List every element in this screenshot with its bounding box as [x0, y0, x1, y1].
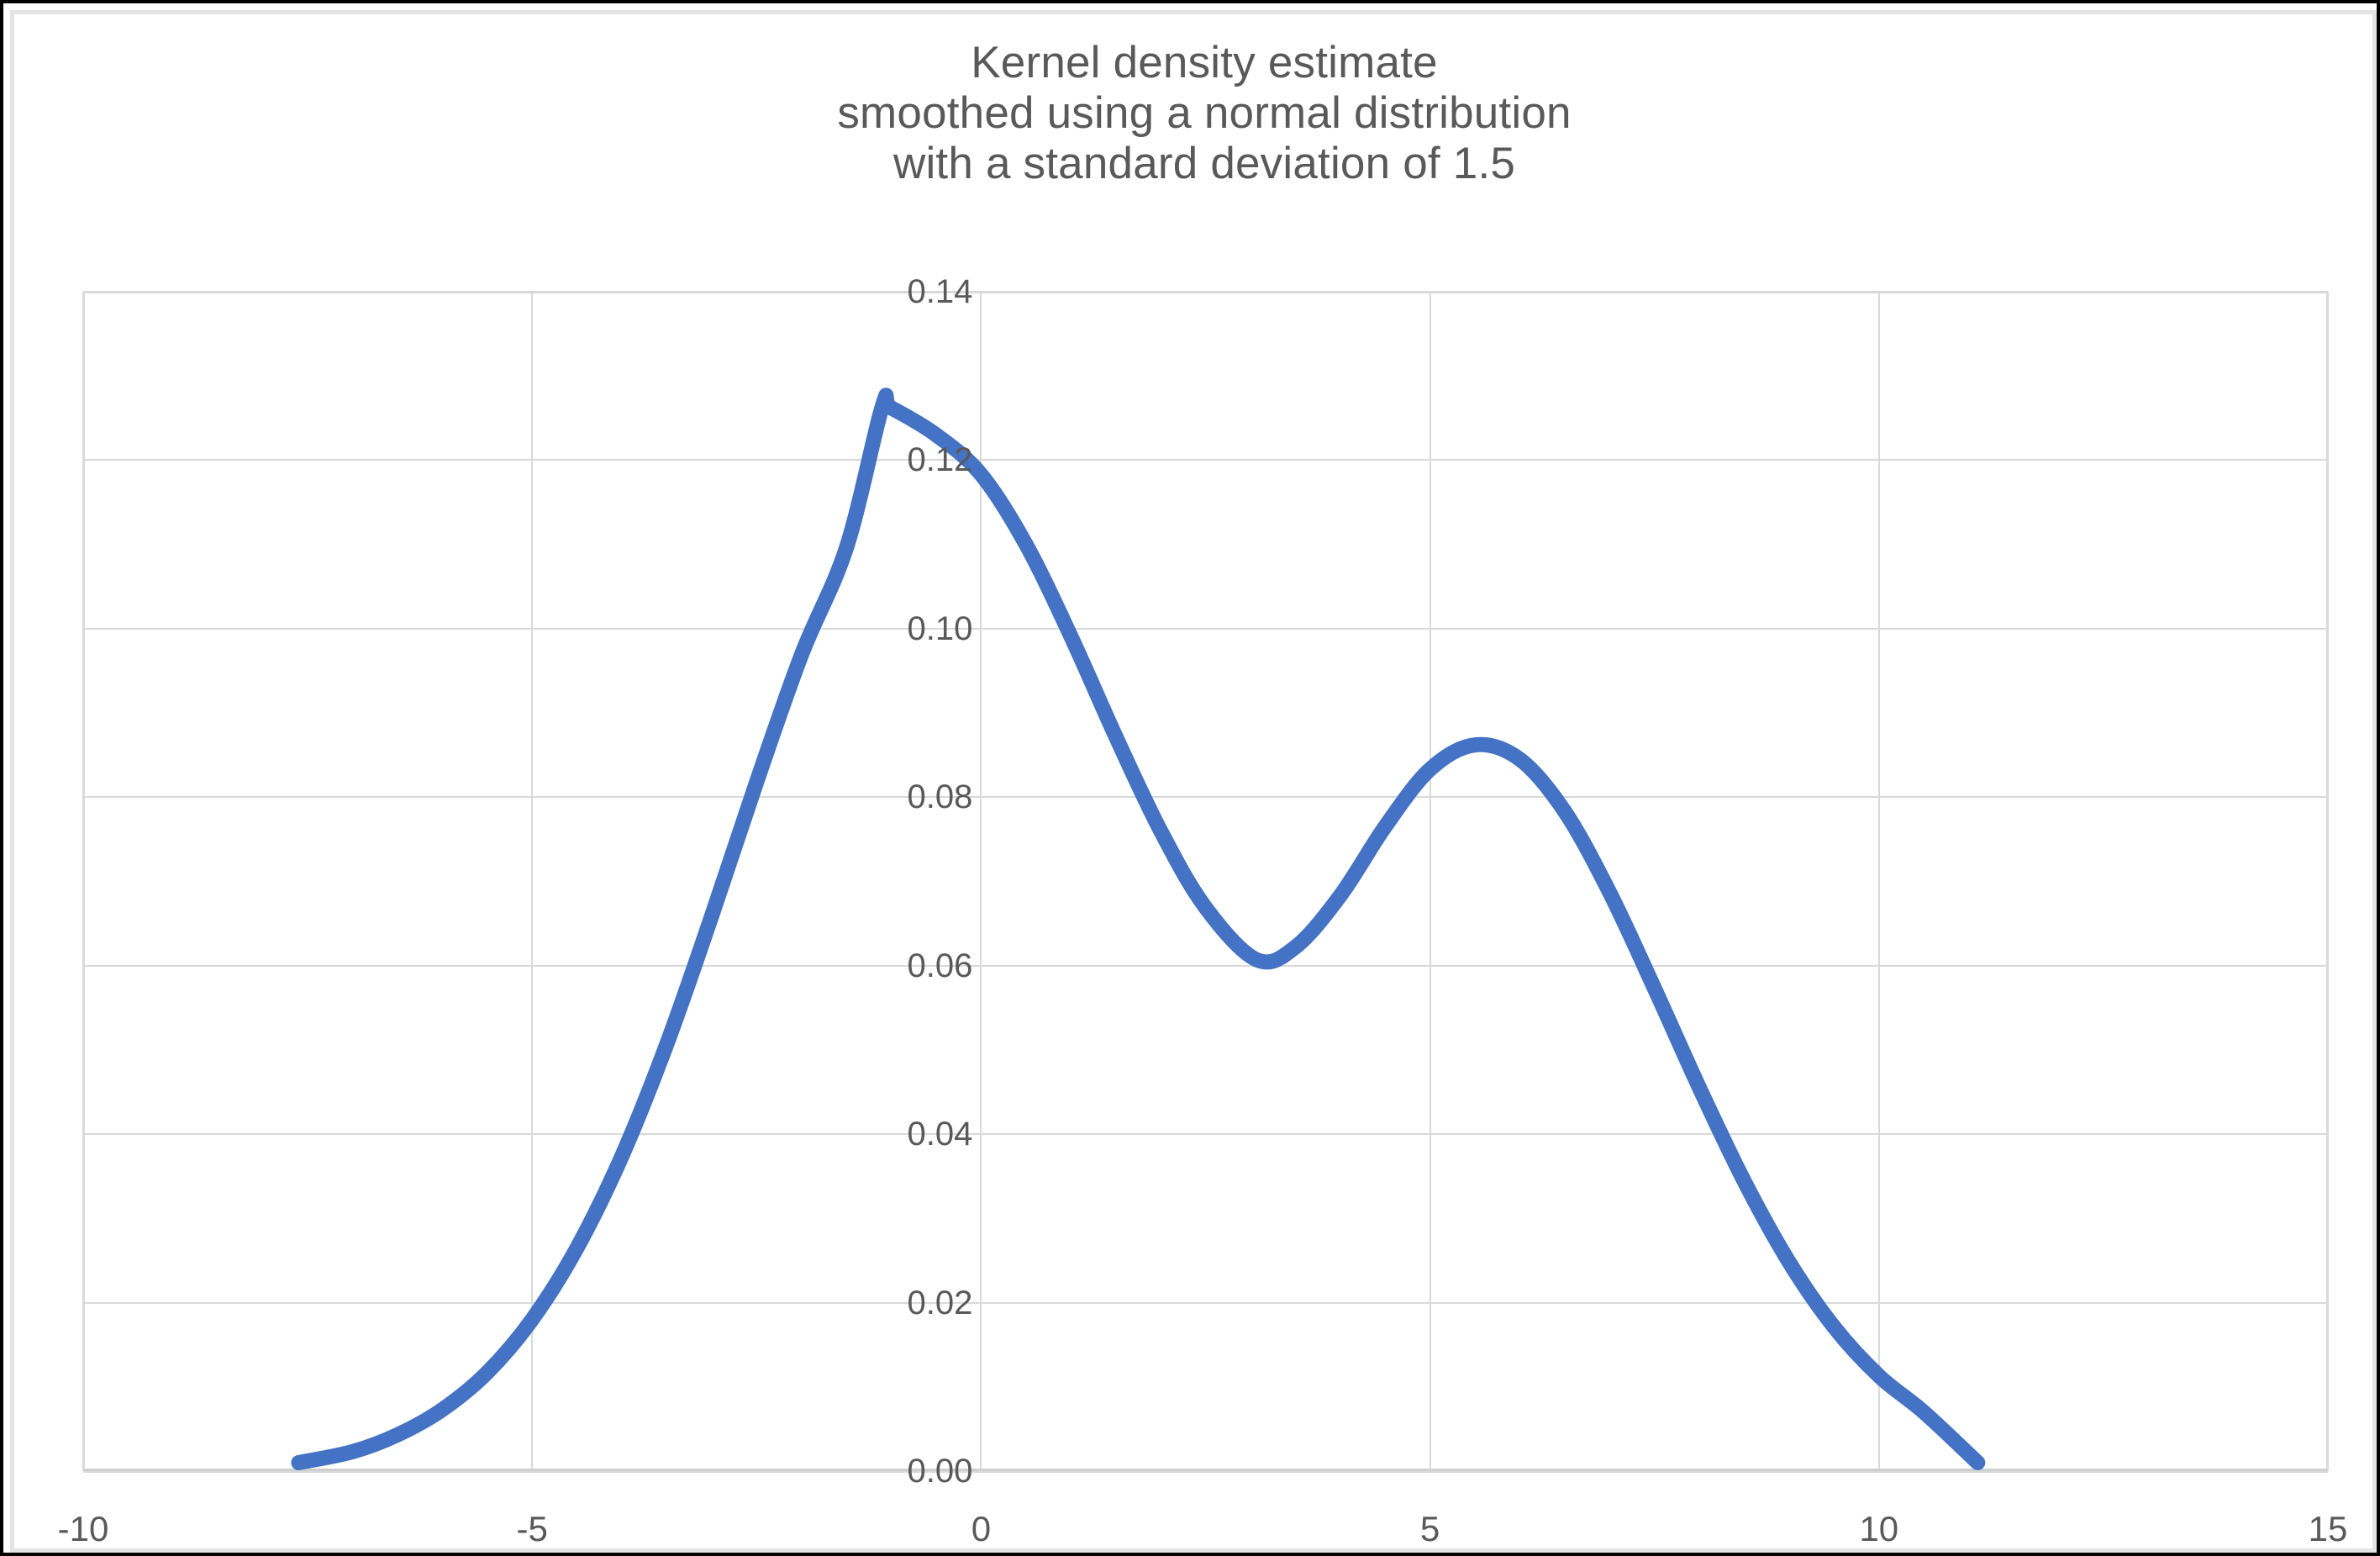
gridline-y-0.02	[83, 1301, 2328, 1304]
y-tick-label-0.02: 0.02	[907, 1284, 973, 1321]
y-tick-label-0.06: 0.06	[907, 947, 973, 984]
gridline-y-0.08	[83, 796, 2328, 799]
gridline-x-15	[2327, 292, 2329, 1471]
kde-curve-path	[291, 388, 1986, 1470]
gridline-x-10	[1877, 292, 1880, 1471]
y-tick-label-0.12: 0.12	[907, 441, 973, 479]
y-tick-label-0.04: 0.04	[907, 1116, 973, 1153]
x-tick-label--10: -10	[57, 1509, 109, 1548]
x-tick-label-10: 10	[1859, 1509, 1899, 1548]
chart-title-line-1: Kernel density estimate	[971, 38, 1438, 87]
x-tick-label-0: 0	[971, 1509, 992, 1548]
y-tick-label-0.14: 0.14	[907, 273, 973, 310]
y-tick-label-0.00: 0.00	[907, 1453, 973, 1490]
plot-area	[82, 291, 2329, 1473]
x-tick-label--5: -5	[516, 1509, 548, 1548]
chart-title-line-2: smoothed using a normal distribution	[837, 87, 1572, 138]
x-tick-label-15: 15	[2308, 1509, 2348, 1548]
gridline-y-0.00	[83, 1470, 2328, 1473]
chart-title-line-3: with a standard deviation of 1.5	[893, 138, 1516, 188]
gridline-x--5	[531, 292, 534, 1471]
gridline-y-0.10	[83, 627, 2328, 630]
gridline-x-0	[980, 292, 982, 1471]
y-tick-label-0.08: 0.08	[907, 778, 973, 816]
gridline-x-5	[1429, 292, 1431, 1471]
gridline-y-0.04	[83, 1133, 2328, 1136]
gridline-y-0.06	[83, 964, 2328, 967]
chart-inner-border: Kernel density estimate smoothed using a…	[10, 10, 2377, 1553]
x-tick-label-5: 5	[1419, 1509, 1440, 1548]
chart-title: Kernel density estimate smoothed using a…	[14, 38, 2380, 189]
gridline-y-0.12	[83, 459, 2328, 462]
series-plot	[291, 388, 1986, 1470]
y-tick-label-0.10: 0.10	[907, 609, 973, 647]
